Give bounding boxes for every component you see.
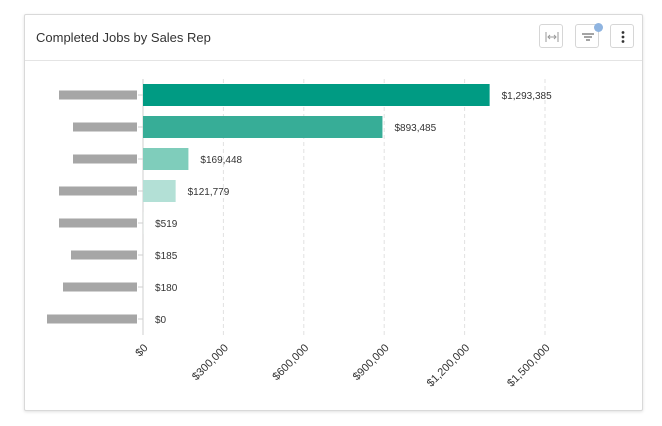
card-header: Completed Jobs by Sales Rep (25, 15, 642, 61)
bar (143, 148, 189, 170)
chart-card: Completed Jobs by Sales Rep (24, 14, 643, 411)
redacted-category-label (63, 282, 137, 292)
x-tick-label: $300,000 (190, 342, 231, 383)
redacted-category-label (59, 218, 137, 228)
x-tick-label: $1,200,000 (425, 342, 472, 389)
data-label: $893,485 (394, 123, 436, 134)
redacted-category-label (59, 186, 137, 196)
filter-icon (582, 33, 594, 41)
data-label: $180 (155, 283, 178, 294)
x-tick-label: $0 (133, 342, 150, 359)
data-label: $1,293,385 (502, 91, 552, 102)
data-label: $121,779 (188, 187, 230, 198)
redacted-category-label (47, 314, 137, 324)
more-options-button[interactable] (610, 24, 634, 48)
bar (143, 84, 490, 106)
bar (143, 180, 176, 202)
fit-width-icon (545, 32, 559, 42)
redacted-category-label (73, 154, 137, 164)
redacted-category-label (59, 90, 137, 100)
bar (143, 116, 383, 138)
x-tick-label: $900,000 (351, 342, 392, 383)
redacted-category-label (71, 250, 137, 260)
fit-width-button[interactable] (539, 24, 563, 48)
x-tick-label: $1,500,000 (505, 342, 552, 389)
more-vertical-icon (621, 31, 625, 43)
filter-active-badge (594, 23, 603, 32)
bar-chart: $1,293,385 $893,485 $169,448 $121,779 $519 $1… (47, 79, 553, 390)
data-label: $169,448 (200, 155, 242, 166)
x-tick-label: $600,000 (270, 342, 311, 383)
data-label: $185 (155, 251, 178, 262)
card-title: Completed Jobs by Sales Rep (36, 30, 211, 45)
redacted-category-label (73, 122, 137, 132)
data-label: $519 (155, 219, 178, 230)
data-label: $0 (155, 315, 167, 326)
